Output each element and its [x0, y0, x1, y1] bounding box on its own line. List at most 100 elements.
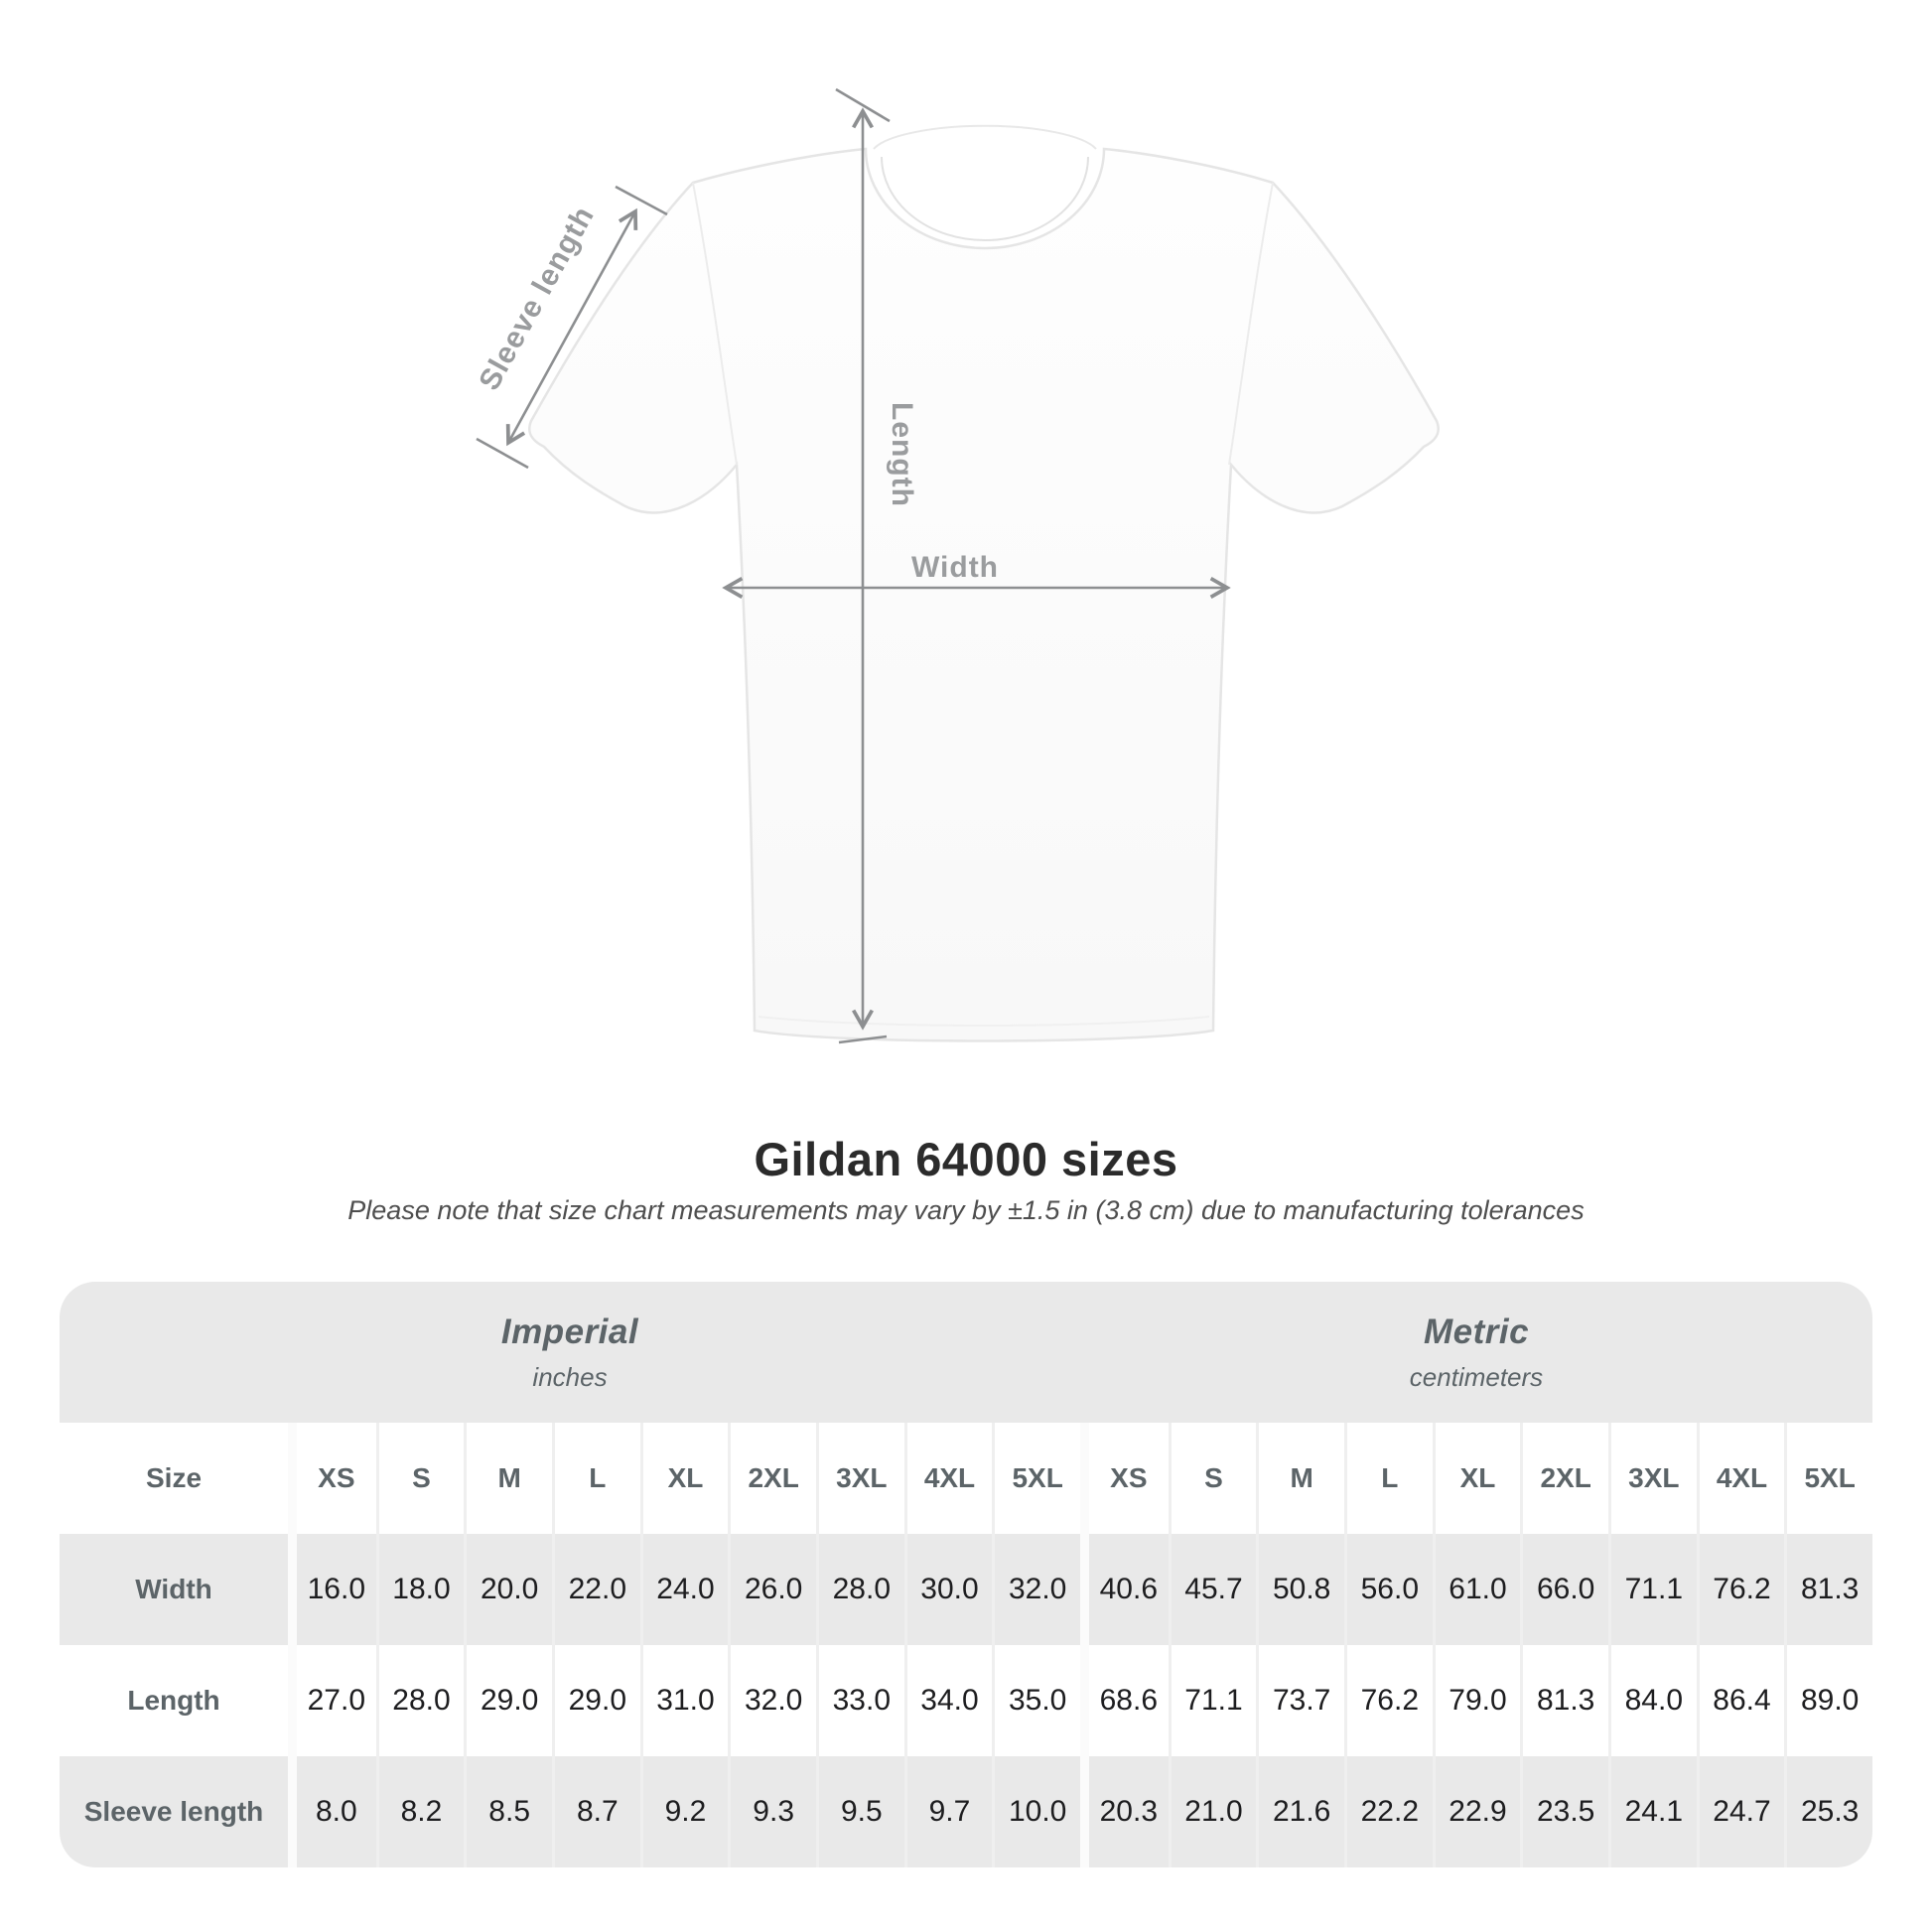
table-cell: 24.0 [639, 1534, 729, 1645]
table-cell: 9.7 [903, 1756, 993, 1867]
sleeve-length-arrow [505, 207, 638, 447]
table-body: Size XS S M L XL 2XL 3XL 4XL 5XL XS S M L XL 2XL 3XL 4XL 5… [60, 1423, 1872, 1867]
sleeve-arrow-top-cap [615, 185, 668, 216]
table-cell: 26.0 [728, 1534, 816, 1645]
table-cell: 2XL [1520, 1423, 1608, 1534]
table-cell: XS [1079, 1423, 1169, 1534]
table-cell: 71.1 [1168, 1645, 1257, 1756]
table-cell: 32.0 [992, 1534, 1080, 1645]
table-cell: 9.3 [728, 1756, 816, 1867]
table-cell: 22.2 [1343, 1756, 1433, 1867]
measurement-row: Length 27.0 28.0 29.0 29.0 31.0 32.0 33.0 34.0 35… [60, 1645, 1872, 1756]
length-label: Length [886, 402, 918, 507]
table-cell: 33.0 [815, 1645, 904, 1756]
table-cell: 10.0 [992, 1756, 1080, 1867]
table-cell: 22.9 [1432, 1756, 1521, 1867]
imperial-title: Imperial [500, 1311, 639, 1351]
table-cell: 81.3 [1784, 1534, 1872, 1645]
table-cell: 32.0 [728, 1645, 816, 1756]
table-cell: 28.0 [815, 1534, 904, 1645]
tolerance-note: Please note that size chart measurements… [347, 1195, 1585, 1225]
table-cell: 20.0 [464, 1534, 552, 1645]
table-cell: 27.0 [288, 1645, 376, 1756]
width-label: Width [911, 551, 999, 584]
table-cell: 5XL [1784, 1423, 1872, 1534]
table-cell: 8.2 [375, 1756, 465, 1867]
measurement-row: Sleeve length 8.0 8.2 8.5 8.7 9.2 9.3 9.5 9.7 10.… [60, 1756, 1872, 1867]
table-cell: 21.6 [1256, 1756, 1344, 1867]
row-label: Size [145, 1462, 203, 1493]
table-cell: 76.2 [1343, 1645, 1433, 1756]
table-cell: 4XL [903, 1423, 993, 1534]
page-title: Gildan 64000 sizes [754, 1133, 1178, 1185]
table-cell: 71.1 [1607, 1534, 1697, 1645]
table-cell: L [1343, 1423, 1433, 1534]
table-cell: 61.0 [1432, 1534, 1521, 1645]
imperial-unit: inches [532, 1361, 608, 1392]
table-cell: 8.7 [551, 1756, 640, 1867]
table-cell: S [1168, 1423, 1257, 1534]
table-cell: 3XL [815, 1423, 904, 1534]
table-cell: 3XL [1607, 1423, 1697, 1534]
table-cell: 35.0 [992, 1645, 1080, 1756]
metric-unit: centimeters [1409, 1361, 1544, 1392]
size-table: Imperial inches Metric centimeters Size X… [60, 1282, 1872, 1867]
table-cell: 8.5 [464, 1756, 552, 1867]
table-cell: 28.0 [375, 1645, 465, 1756]
table-cell: 24.7 [1696, 1756, 1785, 1867]
table-cell: 56.0 [1343, 1534, 1433, 1645]
row-label: Width [135, 1574, 212, 1604]
left-sleeve-seam [692, 182, 738, 466]
table-cell: 66.0 [1520, 1534, 1608, 1645]
row-label: Length [127, 1685, 220, 1716]
table-cell: 50.8 [1256, 1534, 1344, 1645]
table-cell: 9.5 [815, 1756, 904, 1867]
measurement-row: Width 16.0 18.0 20.0 22.0 24.0 26.0 28.0 30.0 32.… [60, 1534, 1872, 1645]
table-cell: 21.0 [1168, 1756, 1257, 1867]
table-cell: 76.2 [1696, 1534, 1785, 1645]
table-cell: 16.0 [288, 1534, 376, 1645]
tshirt-diagram: Sleeve length Length Width [473, 87, 1441, 1044]
table-cell: M [1256, 1423, 1344, 1534]
table-cell: 23.5 [1520, 1756, 1608, 1867]
table-cell: M [464, 1423, 552, 1534]
table-cell: XL [1432, 1423, 1521, 1534]
size-header-row: Size XS S M L XL 2XL 3XL 4XL 5XL XS S M L XL 2XL 3XL 4XL 5… [60, 1423, 1872, 1534]
table-cell: 86.4 [1696, 1645, 1785, 1756]
table-cell: 45.7 [1168, 1534, 1257, 1645]
table-cell: 29.0 [464, 1645, 552, 1756]
table-cell: 8.0 [288, 1756, 376, 1867]
row-label: Sleeve length [83, 1796, 264, 1827]
table-cell: XS [288, 1423, 376, 1534]
table-cell: XL [639, 1423, 729, 1534]
table-cell: 40.6 [1079, 1534, 1169, 1645]
table-cell: 20.3 [1079, 1756, 1169, 1867]
tshirt-outline [527, 147, 1441, 1042]
metric-title: Metric [1423, 1311, 1530, 1351]
table-cell: 84.0 [1607, 1645, 1697, 1756]
table-cell: S [375, 1423, 465, 1534]
hem-stitch [758, 1016, 1210, 1027]
table-cell: 29.0 [551, 1645, 640, 1756]
table-cell: 9.2 [639, 1756, 729, 1867]
length-arrow-top-cap [835, 87, 891, 123]
unit-header-row: Imperial inches Metric centimeters [60, 1282, 1872, 1423]
table-cell: 89.0 [1784, 1645, 1872, 1756]
table-cell: 81.3 [1520, 1645, 1608, 1756]
metric-header: Metric centimeters [1080, 1282, 1872, 1423]
sleeve-arrow-bottom-cap [476, 437, 529, 470]
table-cell: 2XL [728, 1423, 816, 1534]
table-cell: 73.7 [1256, 1645, 1344, 1756]
table-cell: 24.1 [1607, 1756, 1697, 1867]
length-arrow-bottom-cap [838, 1035, 888, 1044]
collar-back [873, 124, 1097, 150]
table-cell: L [551, 1423, 640, 1534]
table-cell: 22.0 [551, 1534, 640, 1645]
table-cell: 25.3 [1784, 1756, 1872, 1867]
imperial-header: Imperial inches [60, 1282, 1080, 1423]
table-cell: 30.0 [903, 1534, 993, 1645]
table-cell: 5XL [992, 1423, 1080, 1534]
collar-band [881, 156, 1089, 241]
table-cell: 68.6 [1079, 1645, 1169, 1756]
